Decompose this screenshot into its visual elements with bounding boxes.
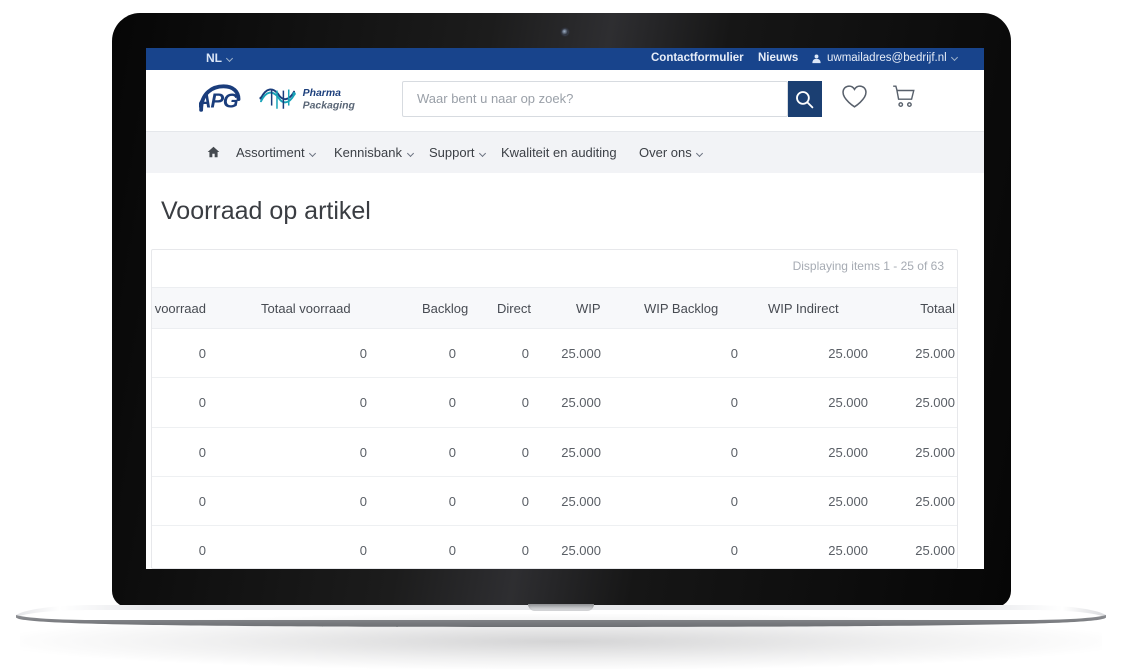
svg-text:Packaging: Packaging — [303, 101, 356, 112]
svg-text:Pharma: Pharma — [303, 88, 342, 99]
svg-text:APG: APG — [199, 91, 239, 112]
